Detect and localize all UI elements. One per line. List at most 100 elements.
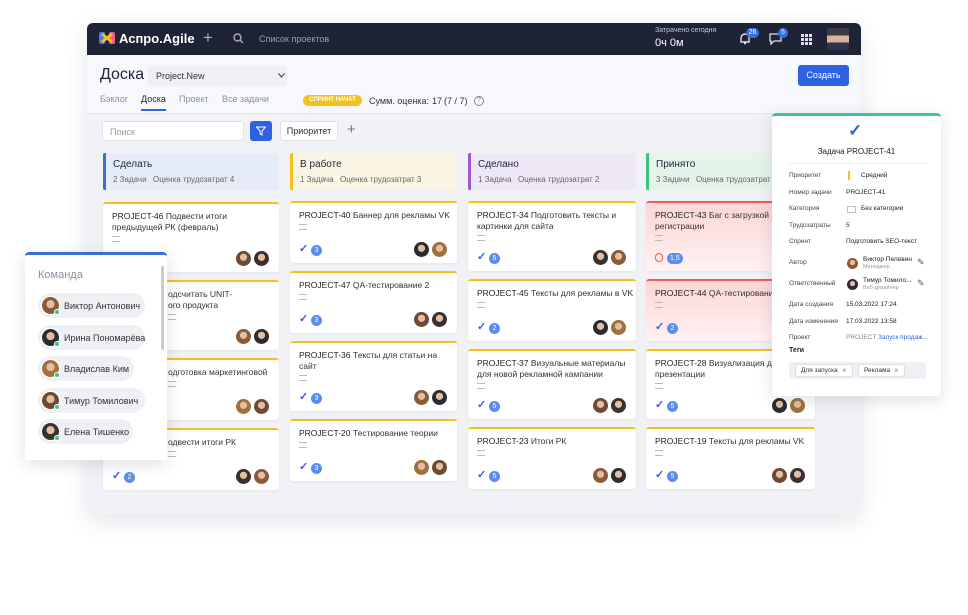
card-title: регистрации [655, 221, 704, 231]
bell-icon[interactable] [739, 32, 751, 45]
card-id: PROJECT-45 [477, 288, 529, 298]
field-label: Дата изменения [789, 317, 838, 325]
check-icon: ✓ [477, 321, 487, 333]
avatar [413, 459, 430, 476]
card-text: Баннер для рекламы VK [352, 210, 450, 220]
card-id: PROJECT-28 [655, 358, 707, 368]
card-id: PROJECT-37 [477, 358, 529, 368]
check-icon: ✓ [477, 469, 487, 481]
online-dot [54, 435, 60, 441]
card-text: Визуальные материалы [530, 358, 626, 368]
create-button[interactable]: Создать [798, 65, 849, 86]
avatar [235, 250, 252, 267]
column-title: Сделать [113, 159, 153, 170]
scrollbar [161, 266, 164, 350]
card-text: предыдущей РК (февраль) [112, 222, 219, 232]
description-icon [477, 383, 485, 389]
add-filter[interactable]: + [347, 121, 356, 138]
edit-icon[interactable]: ✎ [917, 257, 925, 267]
user-avatar[interactable] [827, 28, 849, 50]
estimate-badge: 3 [311, 315, 322, 326]
field-value: Виктор Пелевин [863, 256, 912, 263]
card-title: одсчитать UNIT- [168, 289, 232, 299]
check-icon: ✓ [299, 313, 309, 325]
project-name: Project.New [156, 71, 205, 81]
estimate-label: Сумм. оценка: [369, 96, 429, 106]
estimate-badge: 5 [489, 253, 500, 264]
tab[interactable]: Бэклог [100, 94, 129, 104]
card-title: PROJECT-37 Визуальные материалы [477, 358, 625, 368]
field-value: PROJECT-41 [846, 188, 886, 196]
description-icon [477, 235, 485, 241]
project-select[interactable] [148, 66, 287, 86]
apps-icon[interactable] [801, 34, 812, 45]
avatar [846, 257, 859, 270]
description-icon [477, 450, 485, 456]
field-value: Тимур Томило... [863, 277, 912, 284]
description-icon [655, 450, 663, 456]
priority-filter[interactable]: Приоритет [280, 121, 338, 141]
edit-icon[interactable]: ✎ [917, 278, 925, 288]
card-id: PROJECT-34 [477, 210, 529, 220]
tag[interactable]: Реклама [858, 364, 906, 377]
card-text: Итоги РК [530, 436, 567, 446]
card-text: Тексты для рекламы VK [708, 436, 805, 446]
field-value: PROJECT Запуск продаж... [846, 334, 928, 341]
card-text: картинки для сайта [477, 221, 554, 231]
tab[interactable]: Проект [179, 94, 209, 104]
card-text: Баг с загрузкой з [708, 210, 776, 220]
description-icon [168, 314, 176, 320]
card-title: картинки для сайта [477, 221, 553, 231]
avatar [431, 459, 448, 476]
estimate-badge: 3 [311, 463, 322, 474]
field-value: Без категории [861, 205, 904, 212]
tag[interactable]: Для запуска [795, 364, 853, 377]
estimate-badge: 5 [489, 401, 500, 412]
column-estimate: Оценка трудозатрат 3 [340, 175, 422, 184]
search-input[interactable] [102, 121, 244, 141]
card-text: одсчитать UNIT- [168, 289, 233, 299]
page-title: Доска [100, 66, 145, 83]
member-name: Виктор Антонович [64, 301, 141, 311]
check-icon: ✓ [299, 461, 309, 473]
estimate-badge: 2 [124, 472, 135, 483]
filter-button[interactable] [250, 121, 272, 141]
projects-link[interactable]: Список проектов [259, 34, 330, 44]
card-title: PROJECT-23 Итоги РК [477, 436, 566, 446]
tab[interactable]: Все задачи [222, 94, 269, 104]
sprint-status: СПРИНТ НАЧАТ [303, 95, 362, 106]
online-dot [54, 403, 60, 410]
logo-icon [99, 32, 115, 44]
check-icon: ✓ [655, 321, 665, 333]
card-text: ого продукта [168, 300, 219, 310]
avatar [789, 467, 806, 484]
notification-badge: 26 [746, 28, 759, 38]
tab[interactable]: Доска [141, 94, 166, 111]
avatar [253, 328, 270, 345]
add-icon[interactable]: + [203, 28, 213, 47]
check-icon: ✓ [655, 399, 665, 411]
card-text: Тексты для статьи на [352, 350, 438, 360]
description-icon [168, 381, 176, 387]
card-id: PROJECT-40 [299, 210, 351, 220]
estimate-badge: 3 [311, 393, 322, 404]
column-count: 1 Задача [478, 175, 512, 184]
priority-icon [848, 171, 850, 180]
estimate-badge: 5 [489, 471, 500, 482]
tag-remove[interactable]: × [894, 366, 899, 375]
tag-remove[interactable]: × [842, 366, 847, 375]
column-title: Принято [656, 159, 696, 170]
search-icon[interactable] [233, 33, 244, 44]
column-estimate: Оценка трудозатрат 2 [518, 175, 600, 184]
card-id: PROJECT-23 [477, 436, 529, 446]
help-icon[interactable]: ? [474, 96, 484, 106]
card-id: PROJECT-47 [299, 280, 351, 290]
column-estimate: Оценка трудозатрат 4 [153, 175, 235, 184]
heading-label: Задача [817, 147, 845, 156]
estimate-badge: 2 [667, 323, 678, 334]
avatar [592, 319, 609, 336]
field-value: 15.03.2022 17:24 [846, 301, 897, 308]
card-title: одготовка маркетинговой [168, 367, 267, 377]
avatar [846, 278, 859, 291]
